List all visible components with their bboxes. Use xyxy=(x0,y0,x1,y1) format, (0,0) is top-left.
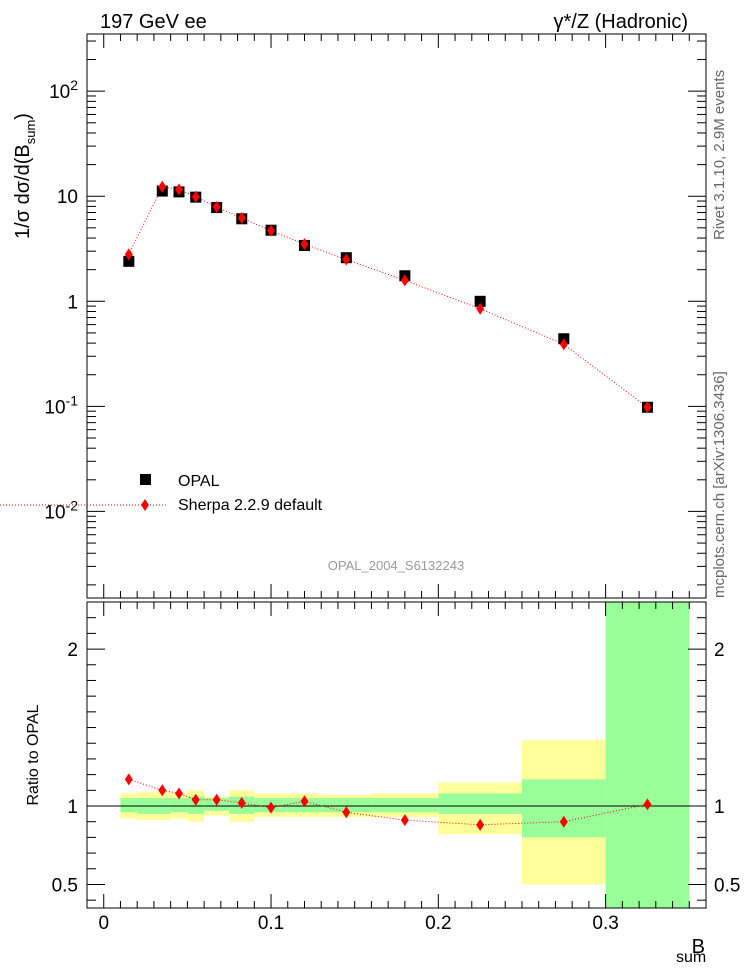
ratio-mc-point xyxy=(175,787,184,800)
header-left: 197 GeV ee xyxy=(100,11,207,33)
x-axis-label: B xyxy=(692,936,705,958)
rivet-label: Rivet 3.1.10, 2.9M events xyxy=(711,70,728,240)
ratio-x-tick-label: 0.1 xyxy=(258,913,284,934)
x-axis-label-sub: sum xyxy=(676,949,706,966)
ratio-band-inner xyxy=(438,793,522,814)
ratio-mc-point xyxy=(237,796,246,809)
legend-mc-label: Sherpa 2.2.9 default xyxy=(178,497,323,514)
ratio-y-tick-label-left: 2 xyxy=(67,640,78,661)
legend: OPAL Sherpa 2.2.9 default xyxy=(0,473,323,514)
main-y-tick-label: 10-2 xyxy=(44,497,78,523)
header-right: γ*/Z (Hadronic) xyxy=(554,11,688,33)
mc-point xyxy=(267,224,276,237)
main-panel: 10-2 10-1 1 10 102 1/σ dσ/d(Bsum) xyxy=(12,33,707,599)
mc-point xyxy=(175,183,184,196)
ratio-y-tick-label-right: 2 xyxy=(714,640,725,661)
ratio-y-tick-label-left: 0.5 xyxy=(52,875,78,896)
main-y-tick-label: 1 xyxy=(67,292,78,313)
ratio-y-axis-label: Ratio to OPAL xyxy=(25,704,42,805)
opal-point xyxy=(474,295,486,307)
main-frame xyxy=(86,33,707,599)
mc-point xyxy=(643,401,652,414)
ratio-frame xyxy=(86,601,707,909)
legend-data-marker xyxy=(140,474,151,485)
ratio-x-tick-label: 0 xyxy=(98,913,109,934)
ratio-mc-point xyxy=(643,798,652,811)
analysis-id: OPAL_2004_S6132243 xyxy=(328,558,464,573)
mc-point xyxy=(400,274,409,287)
mc-point xyxy=(158,180,167,193)
mc-point xyxy=(342,253,351,266)
ratio-band-inner xyxy=(170,798,188,813)
ratio-mc-point xyxy=(191,793,200,806)
main-y-tick-label: 102 xyxy=(49,77,78,103)
ratio-mc-point xyxy=(158,784,167,797)
ratio-mc-point xyxy=(559,815,568,828)
mc-point xyxy=(124,248,133,261)
ratio-panel: 0 0.1 0.2 0.3 Bsum 0.5 0.5 1 1 2 2 Ratio to OPAL xyxy=(25,601,740,966)
mc-point xyxy=(559,338,568,351)
main-y-axis-label: 1/σ dσ/d(Bsum) xyxy=(12,113,38,239)
opal-point xyxy=(123,255,135,267)
ratio-mc-point xyxy=(300,795,309,808)
ratio-band-inner xyxy=(120,798,138,813)
ratio-band-inner xyxy=(521,779,606,838)
mc-point xyxy=(476,302,485,315)
main-y-tick-label: 10-1 xyxy=(44,392,78,418)
ratio-mc-point xyxy=(400,814,409,827)
ratio-y-tick-label-left: 1 xyxy=(67,797,78,818)
mc-point xyxy=(191,190,200,203)
ratio-mc-point xyxy=(342,806,351,819)
ratio-y-tick-label-right: 0.5 xyxy=(714,875,740,896)
mc-line xyxy=(128,186,648,408)
ratio-y-tick-label-right: 1 xyxy=(714,797,725,818)
ratio-band-inner xyxy=(371,798,439,813)
mc-point xyxy=(212,200,221,213)
mc-point xyxy=(237,212,246,225)
legend-mc-marker xyxy=(141,499,149,511)
ratio-x-tick-label: 0.2 xyxy=(425,913,451,934)
main-y-tick-label: 10 xyxy=(57,187,78,208)
ratio-mc-point xyxy=(124,773,133,786)
ratio-mc-point xyxy=(476,818,485,831)
mc-point xyxy=(300,238,309,251)
legend-data-label: OPAL xyxy=(178,473,220,490)
ratio-x-tick-label: 0.3 xyxy=(592,913,618,934)
ratio-mc-point xyxy=(212,793,221,806)
mcplots-label: mcplots.cern.ch [arXiv:1306.3436] xyxy=(711,371,728,598)
ratio-band-inner xyxy=(605,602,690,908)
ratio-mc-point xyxy=(267,801,276,814)
